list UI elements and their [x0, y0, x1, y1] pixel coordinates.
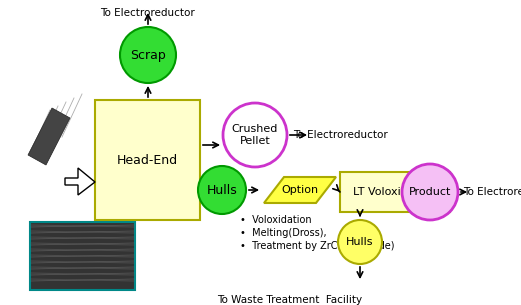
Text: Hulls: Hulls — [207, 184, 238, 196]
Text: To Electroreductor: To Electroreductor — [100, 8, 195, 18]
Circle shape — [120, 27, 176, 83]
Text: Hulls: Hulls — [346, 237, 374, 247]
Text: LT Voloxidation: LT Voloxidation — [353, 187, 437, 197]
Ellipse shape — [402, 164, 458, 220]
Text: Head-End: Head-End — [117, 153, 178, 167]
Polygon shape — [28, 108, 70, 165]
Text: •  Voloxidation: • Voloxidation — [240, 215, 312, 225]
Text: Option: Option — [281, 185, 318, 195]
Text: To Electroreductor: To Electroreductor — [293, 130, 388, 140]
Polygon shape — [264, 177, 336, 203]
FancyBboxPatch shape — [30, 222, 135, 290]
Text: Product: Product — [409, 187, 451, 197]
Text: •  Treatment by ZrCl4(Chloride): • Treatment by ZrCl4(Chloride) — [240, 241, 394, 251]
Text: To Electroreductor: To Electroreductor — [463, 187, 521, 197]
FancyBboxPatch shape — [95, 100, 200, 220]
Text: Crushed
Pellet: Crushed Pellet — [232, 124, 278, 146]
Circle shape — [198, 166, 246, 214]
Text: •  Melting(Dross),: • Melting(Dross), — [240, 228, 327, 238]
Text: To Waste Treatment  Facility: To Waste Treatment Facility — [217, 295, 363, 305]
Ellipse shape — [223, 103, 287, 167]
Polygon shape — [65, 168, 95, 195]
Circle shape — [338, 220, 382, 264]
Text: Scrap: Scrap — [130, 48, 166, 62]
FancyBboxPatch shape — [340, 172, 450, 212]
